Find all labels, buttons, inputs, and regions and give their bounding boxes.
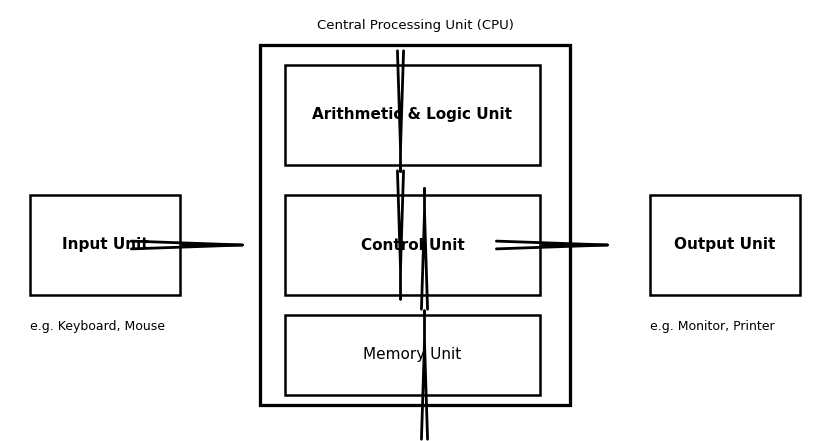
Text: Input Unit: Input Unit [61,238,148,253]
Text: Central Processing Unit (CPU): Central Processing Unit (CPU) [317,19,514,32]
Bar [260,45,570,405]
Bar [30,195,180,295]
Text: Output Unit: Output Unit [674,238,775,253]
Bar [285,195,540,295]
Bar [650,195,800,295]
Text: Memory Unit: Memory Unit [363,348,462,363]
Text: Control Unit: Control Unit [361,238,465,253]
Text: Arithmetic & Logic Unit: Arithmetic & Logic Unit [312,108,513,123]
Bar [285,315,540,395]
Text: e.g. Monitor, Printer: e.g. Monitor, Printer [650,320,774,333]
Bar [285,65,540,165]
Text: e.g. Keyboard, Mouse: e.g. Keyboard, Mouse [30,320,165,333]
